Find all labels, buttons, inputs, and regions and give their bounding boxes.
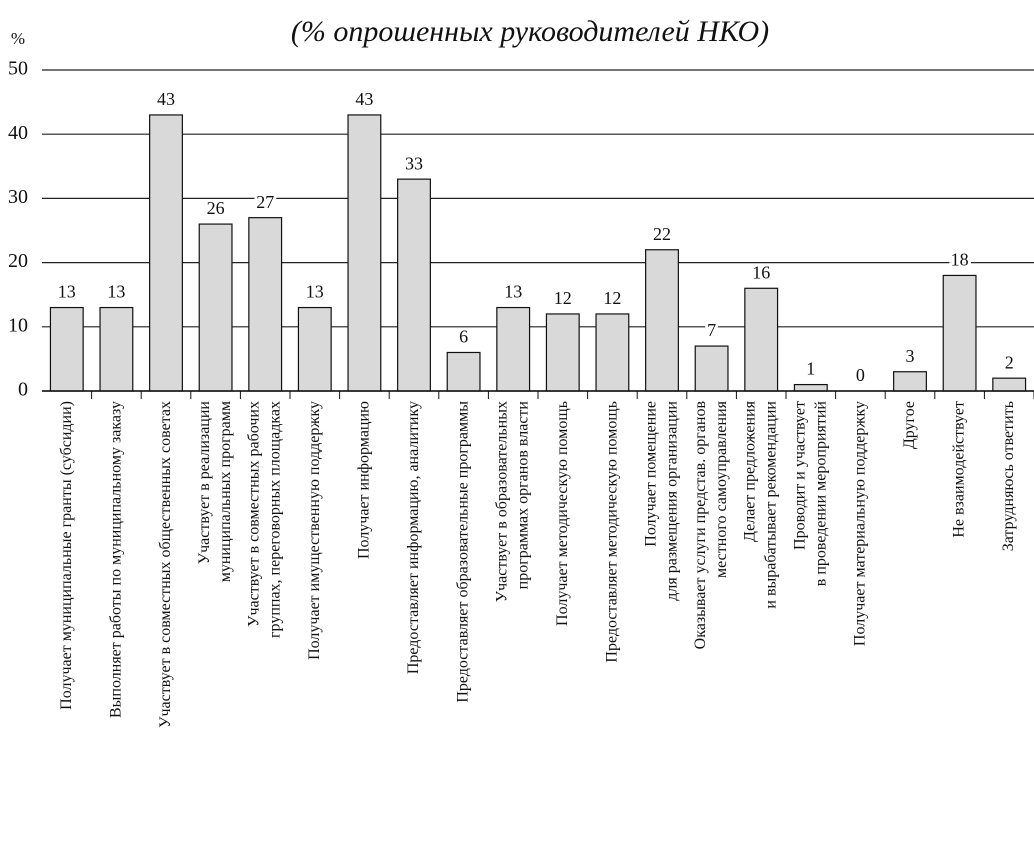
value-label: 22 bbox=[653, 224, 671, 244]
value-label: 12 bbox=[603, 288, 621, 308]
chart-title: (% опрошенных руководителей НКО) bbox=[291, 15, 769, 48]
y-tick-label: 50 bbox=[8, 58, 28, 80]
value-label: 27 bbox=[256, 192, 274, 212]
value-label: 3 bbox=[906, 346, 915, 366]
x-tick-label: Получает помещение для размещения организ… bbox=[642, 401, 680, 601]
bar bbox=[942, 274, 977, 392]
bar bbox=[49, 306, 84, 392]
bar bbox=[694, 345, 729, 392]
bar bbox=[793, 383, 828, 392]
y-tick-label: 40 bbox=[8, 122, 28, 144]
x-tick-label: Участвует в совместных общественных сове… bbox=[157, 401, 174, 728]
value-label: 1 bbox=[806, 359, 815, 379]
bar bbox=[99, 306, 134, 392]
y-axis-label: % bbox=[11, 29, 25, 48]
value-label: 7 bbox=[707, 320, 716, 340]
x-tick-label: Получает муниципальные гранты (субсидии) bbox=[57, 401, 74, 710]
x-tick-label: Выполняет работы по муниципальному заказ… bbox=[107, 401, 124, 718]
x-tick-label: Получает информацию bbox=[355, 401, 372, 559]
x-tick-label: Затрудняюсь ответить bbox=[1000, 401, 1017, 551]
value-label: 0 bbox=[856, 365, 865, 385]
value-label: 12 bbox=[554, 288, 572, 308]
bar bbox=[595, 313, 630, 392]
value-label: 26 bbox=[207, 198, 225, 218]
bar bbox=[496, 306, 531, 392]
bar bbox=[198, 223, 233, 392]
bar bbox=[347, 114, 382, 392]
x-tick-label: Не взаимодействует bbox=[950, 401, 967, 538]
bar bbox=[645, 249, 679, 392]
bar bbox=[744, 287, 779, 392]
y-tick-label: 0 bbox=[18, 379, 28, 401]
x-tick-label: Получает материальную поддержку bbox=[851, 401, 868, 646]
value-label: 13 bbox=[107, 282, 125, 302]
value-label: 2 bbox=[1005, 352, 1014, 372]
bar bbox=[397, 178, 431, 392]
x-tick-label: Предоставляет методическую помощь bbox=[603, 401, 620, 663]
value-label: 18 bbox=[951, 250, 969, 270]
x-tick-label: Участвует в образовательных программах ор… bbox=[493, 401, 531, 603]
x-tick-label: Оказывает услуги представ. органов местно… bbox=[692, 400, 730, 649]
bar bbox=[545, 313, 580, 392]
value-label: 13 bbox=[58, 282, 76, 302]
y-tick-label: 20 bbox=[8, 250, 28, 272]
x-tick-label: Предоставляет образовательные программы bbox=[454, 401, 471, 703]
value-label: 43 bbox=[157, 89, 175, 109]
x-tick-label: Получает методическую помощь bbox=[553, 401, 570, 626]
value-label: 13 bbox=[306, 282, 324, 302]
bar bbox=[248, 217, 283, 392]
value-label: 13 bbox=[504, 282, 522, 302]
bar bbox=[149, 114, 183, 392]
bar bbox=[893, 371, 927, 392]
x-tick-label: Делает предложения и вырабатывает рекомен… bbox=[741, 400, 779, 608]
x-tick-label: Предоставляет информацию, аналитику bbox=[405, 401, 422, 674]
bar bbox=[992, 377, 1027, 392]
value-label: 43 bbox=[355, 89, 373, 109]
y-tick-label: 10 bbox=[8, 314, 28, 336]
x-tick-label: Другое bbox=[901, 401, 918, 449]
x-tick-label: Участвует в реализации муниципальных прог… bbox=[196, 401, 234, 583]
x-tick-label: Проводит и участвует в проведении меропри… bbox=[791, 401, 829, 587]
x-tick-label: Получает имущественную поддержку bbox=[305, 401, 322, 660]
value-label: 16 bbox=[752, 262, 770, 282]
value-label: 33 bbox=[405, 153, 423, 173]
value-label: 6 bbox=[459, 327, 468, 347]
y-tick-label: 30 bbox=[8, 186, 28, 208]
bar bbox=[446, 351, 481, 392]
bar bbox=[297, 306, 332, 392]
x-tick-label: Участвует в совместных рабочих группах, п… bbox=[245, 401, 283, 638]
